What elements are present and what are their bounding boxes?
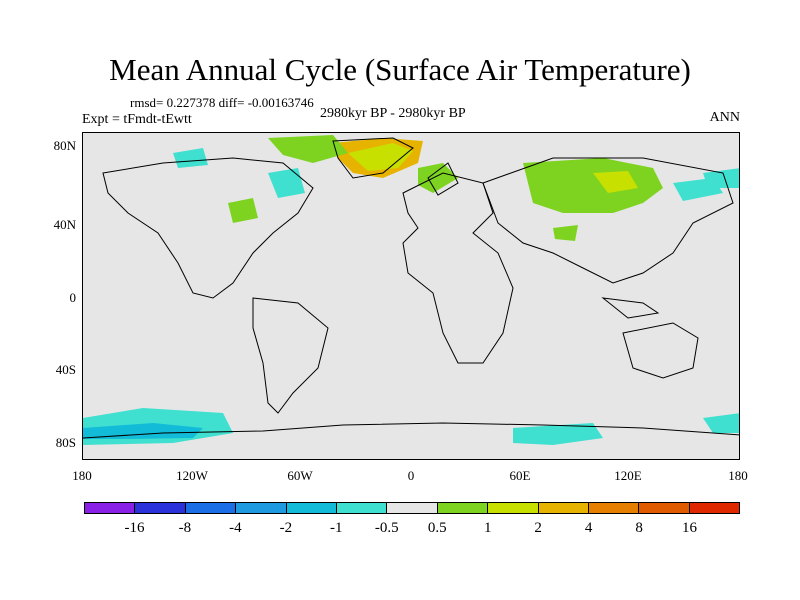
legend-swatch: [286, 503, 337, 513]
legend-label: 16: [682, 520, 698, 536]
plot-title: Mean Annual Cycle (Surface Air Temperatu…: [109, 52, 691, 87]
anomaly-regions: [83, 135, 739, 445]
period-label: 2980kyr BP - 2980kyr BP: [320, 106, 466, 121]
legend-swatch: [185, 503, 237, 513]
legend-swatch: [588, 503, 640, 513]
legend-label: -1: [330, 520, 343, 536]
legend-swatch: [639, 503, 690, 513]
antarctic-cyan-region-east: [513, 423, 603, 445]
experiment-label: Expt = tFmdt-tEwtt: [82, 112, 192, 127]
hudson-cyan-region: [268, 168, 305, 198]
arctic-green-region: [268, 135, 348, 163]
legend-swatch: [336, 503, 388, 513]
lat-label: 40N: [53, 217, 76, 232]
legend-swatch: [387, 503, 438, 513]
lat-label: 80N: [53, 138, 76, 153]
world-map: [82, 132, 740, 460]
stats-line: rmsd= 0.227378 diff= -0.00163746: [130, 95, 314, 110]
legend-swatch: [488, 503, 539, 513]
lon-label: 0: [407, 468, 415, 483]
greenland-region-2: [348, 143, 413, 171]
legend-swatch: [538, 503, 589, 513]
lon-label: 120W: [176, 468, 208, 483]
scandinavia-green-region: [418, 163, 458, 193]
lat-label: 80S: [55, 435, 76, 450]
legend-label: 8: [635, 520, 643, 536]
legend-label: 4: [584, 520, 593, 536]
lat-label: 0: [69, 290, 77, 305]
east-cyan-region: [703, 168, 739, 188]
color-legend: [84, 502, 740, 514]
lon-label: 60W: [287, 468, 313, 483]
arctic-canada-cyan-region: [173, 148, 208, 168]
legend-label: -2: [279, 520, 293, 536]
lon-label: 120E: [614, 468, 642, 483]
season-label: ANN: [709, 110, 740, 125]
legend-label: -16: [124, 520, 145, 536]
legend-label: 1: [483, 520, 492, 536]
lat-label: 40S: [55, 362, 76, 377]
lon-label: 60E: [509, 468, 531, 483]
legend-swatch: [135, 503, 186, 513]
legend-swatch: [437, 503, 489, 513]
coastlines: [83, 137, 739, 439]
legend-label: 2: [534, 520, 542, 536]
antarctic-cyan-region-far-east: [703, 413, 739, 433]
legend-label: -0.5: [374, 520, 399, 536]
north-america-green-region: [228, 198, 258, 223]
legend-swatch: [85, 503, 136, 513]
legend-swatch: [236, 503, 287, 513]
map-field: [83, 135, 739, 445]
legend-label: -8: [178, 520, 192, 536]
legend-label: 0.5: [427, 520, 447, 536]
legend-label: -4: [229, 520, 242, 536]
siberia-yellow-region: [593, 171, 638, 193]
lon-label: 180: [728, 468, 748, 483]
siberia-green-region: [523, 158, 663, 213]
asia-small-green-region: [553, 225, 578, 241]
lon-label: 180: [72, 468, 92, 483]
antarctic-blue-region-west: [83, 423, 203, 439]
legend-swatch: [689, 503, 740, 513]
